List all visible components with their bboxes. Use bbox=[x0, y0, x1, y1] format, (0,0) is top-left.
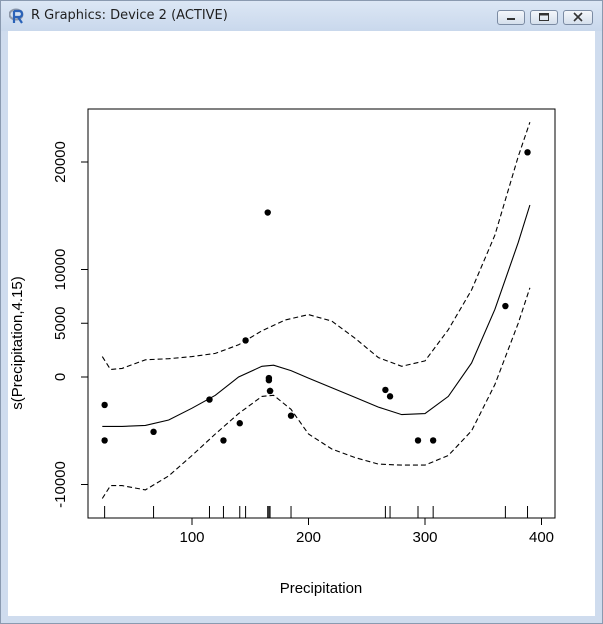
data-point bbox=[287, 412, 295, 419]
upper-band-line bbox=[101, 122, 531, 371]
y-tick-label: 5000 bbox=[52, 307, 69, 340]
fit-line bbox=[102, 204, 531, 427]
data-point bbox=[101, 437, 108, 444]
minimize-icon bbox=[507, 18, 515, 20]
y-tick-label: 10000 bbox=[52, 249, 69, 291]
x-tick-label: 400 bbox=[529, 529, 554, 546]
data-point bbox=[264, 209, 271, 216]
x-tick-label: 300 bbox=[412, 529, 437, 546]
y-axis-label: s(Precipitation,4.15) bbox=[9, 276, 26, 409]
close-icon bbox=[573, 12, 583, 22]
x-tick-label: 200 bbox=[296, 529, 321, 546]
x-axis: 100 200 300 400 bbox=[179, 518, 554, 546]
data-point bbox=[524, 149, 531, 156]
minimize-button[interactable] bbox=[497, 10, 525, 25]
y-tick-label: -10000 bbox=[52, 461, 69, 508]
x-axis-label: Precipitation bbox=[280, 580, 363, 597]
data-point bbox=[206, 396, 213, 403]
smooth-lines bbox=[101, 122, 531, 499]
y-tick-label: 20000 bbox=[52, 141, 69, 183]
chart-svg: 100 200 300 400 -10000 0 5000 10000 20000 Preci… bbox=[9, 108, 556, 597]
maximize-icon bbox=[539, 13, 549, 21]
y-tick-label: 0 bbox=[52, 373, 69, 381]
data-point bbox=[382, 386, 389, 394]
data-point bbox=[386, 393, 394, 400]
rug-marks bbox=[104, 506, 529, 518]
data-point bbox=[414, 437, 422, 444]
title-bar[interactable]: R Graphics: Device 2 (ACTIVE) bbox=[1, 1, 602, 31]
data-point bbox=[101, 401, 108, 409]
maximize-button[interactable] bbox=[530, 10, 558, 25]
close-button[interactable] bbox=[563, 10, 593, 25]
y-axis: -10000 0 5000 10000 20000 bbox=[52, 141, 88, 508]
plot-area: 100 200 300 400 -10000 0 5000 10000 20000 Preci… bbox=[8, 31, 595, 616]
r-logo-icon bbox=[9, 8, 24, 24]
window-title: R Graphics: Device 2 (ACTIVE) bbox=[31, 8, 228, 23]
data-point bbox=[265, 377, 273, 384]
data-point bbox=[220, 437, 227, 444]
data-point bbox=[266, 387, 274, 395]
data-point bbox=[242, 337, 249, 344]
lower-band-line bbox=[101, 287, 531, 499]
data-point bbox=[150, 428, 157, 436]
residual-points bbox=[101, 149, 531, 444]
data-point bbox=[236, 420, 243, 427]
plot-frame bbox=[87, 108, 556, 519]
x-tick-label: 100 bbox=[179, 529, 204, 546]
data-point bbox=[429, 437, 437, 444]
data-point bbox=[502, 302, 509, 310]
